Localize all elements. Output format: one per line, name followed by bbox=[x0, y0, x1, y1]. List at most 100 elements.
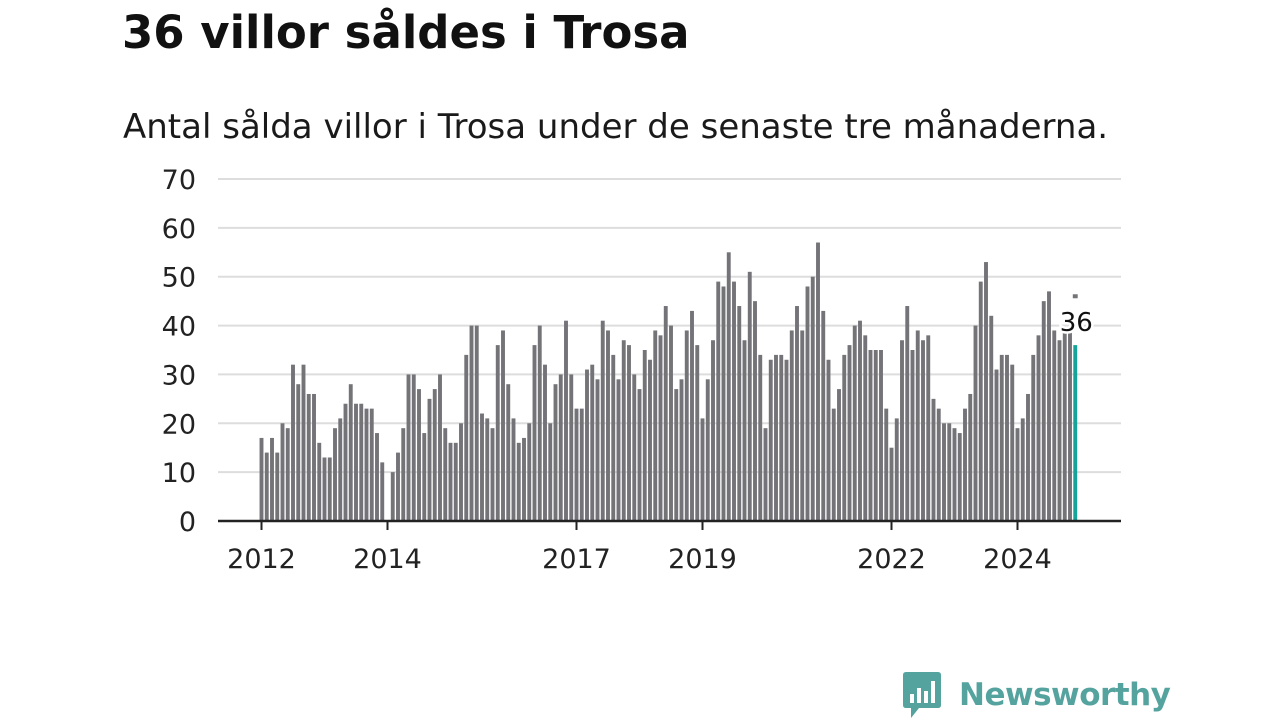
bar bbox=[380, 462, 385, 521]
bar bbox=[564, 320, 568, 521]
x-tick-label: 2019 bbox=[668, 544, 737, 575]
bar bbox=[595, 379, 600, 521]
bar bbox=[669, 325, 673, 521]
previous-year-marker bbox=[1072, 294, 1078, 299]
bar bbox=[1015, 428, 1020, 521]
bar bbox=[364, 408, 369, 521]
y-tick-label: 0 bbox=[179, 507, 196, 538]
bar bbox=[348, 384, 353, 521]
bar bbox=[931, 398, 936, 521]
bar bbox=[448, 442, 453, 521]
bar bbox=[527, 423, 532, 521]
bar bbox=[826, 359, 831, 521]
logo-wordmark: Newsworthy bbox=[959, 677, 1171, 713]
bar bbox=[758, 354, 763, 521]
chart-subtitle: Antal sålda villor i Trosa under de sena… bbox=[123, 107, 1109, 147]
bar bbox=[868, 350, 873, 521]
bar bbox=[1031, 354, 1036, 521]
bar bbox=[616, 379, 621, 521]
bar bbox=[490, 428, 495, 521]
bar bbox=[632, 374, 637, 521]
bar bbox=[816, 242, 820, 521]
bar bbox=[873, 350, 878, 521]
y-tick-label: 30 bbox=[162, 360, 196, 391]
bar bbox=[884, 408, 889, 521]
bar bbox=[978, 281, 983, 521]
bar bbox=[789, 330, 794, 521]
y-axis-tick-labels: 0 10 20 30 40 50 60 70 bbox=[162, 165, 196, 538]
bar bbox=[338, 418, 343, 521]
bar bbox=[842, 354, 847, 521]
bar bbox=[852, 325, 857, 521]
bar bbox=[411, 374, 416, 521]
bar bbox=[427, 398, 432, 521]
bar bbox=[663, 306, 668, 521]
x-tick-label: 2017 bbox=[542, 544, 611, 575]
bar bbox=[296, 384, 301, 521]
bar bbox=[795, 306, 799, 521]
latest-value-label: 36 bbox=[1060, 308, 1093, 338]
y-tick-label: 20 bbox=[162, 409, 196, 440]
bar bbox=[343, 403, 348, 521]
bar bbox=[537, 325, 542, 521]
bar bbox=[396, 452, 400, 521]
bar bbox=[721, 286, 726, 521]
bar bbox=[359, 403, 364, 521]
bar bbox=[637, 389, 642, 521]
bar bbox=[401, 428, 406, 521]
bar bbox=[994, 369, 999, 521]
bar bbox=[569, 374, 574, 521]
bar bbox=[737, 306, 742, 521]
bar bbox=[942, 423, 946, 521]
bar bbox=[1020, 418, 1025, 521]
annotations: 36 bbox=[1057, 294, 1095, 341]
bar bbox=[810, 276, 815, 521]
bar bbox=[285, 428, 290, 521]
bar bbox=[905, 306, 910, 521]
bars bbox=[259, 242, 1078, 522]
bar bbox=[716, 281, 721, 521]
bar bbox=[642, 350, 647, 521]
bar bbox=[695, 345, 700, 521]
bar bbox=[1057, 340, 1062, 521]
bar bbox=[858, 320, 862, 521]
bar bbox=[516, 442, 521, 521]
bar bbox=[711, 340, 715, 521]
bar bbox=[606, 330, 610, 521]
bar bbox=[894, 418, 899, 521]
bar bbox=[627, 345, 631, 521]
bar bbox=[469, 325, 474, 521]
bar bbox=[763, 428, 768, 521]
bar bbox=[732, 281, 736, 521]
bar bbox=[406, 374, 411, 521]
bar bbox=[270, 437, 274, 521]
bar bbox=[532, 345, 537, 521]
bar bbox=[968, 393, 973, 521]
bar bbox=[705, 379, 710, 521]
bar bbox=[443, 428, 448, 521]
bar bbox=[611, 354, 616, 521]
bar bbox=[926, 335, 931, 521]
bar bbox=[679, 379, 684, 521]
x-tick-label: 2012 bbox=[227, 544, 296, 575]
bar bbox=[585, 369, 589, 521]
bar bbox=[375, 433, 379, 521]
bar bbox=[700, 418, 705, 521]
bar bbox=[847, 345, 852, 521]
bar bbox=[1010, 364, 1015, 521]
bar bbox=[579, 408, 584, 521]
bar bbox=[805, 286, 810, 521]
bar bbox=[317, 442, 322, 521]
y-tick-label: 10 bbox=[162, 458, 196, 489]
x-axis-tick-labels: 2012 2014 2017 2019 2022 2024 bbox=[227, 521, 1052, 575]
bar bbox=[438, 374, 442, 521]
bar bbox=[726, 252, 731, 522]
bar bbox=[621, 340, 626, 521]
bar bbox=[747, 271, 752, 521]
bar bbox=[485, 418, 490, 521]
bar bbox=[952, 428, 957, 521]
bar bbox=[590, 364, 595, 521]
bar bbox=[553, 384, 558, 521]
bar-chart-speech-bubble-icon bbox=[903, 672, 941, 718]
bar bbox=[915, 330, 920, 521]
